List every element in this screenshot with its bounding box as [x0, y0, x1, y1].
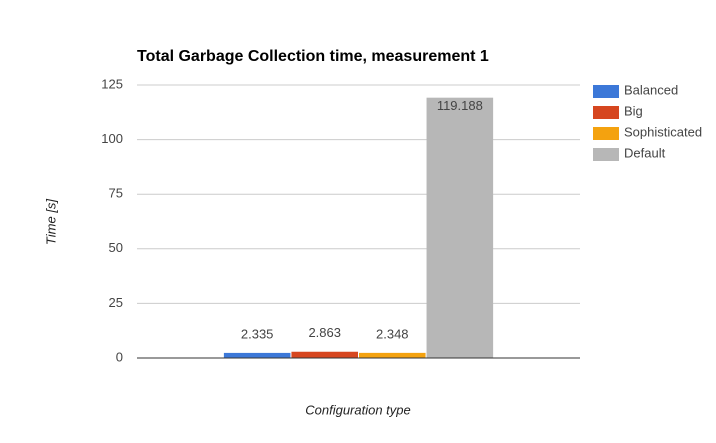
legend-label: Balanced — [624, 82, 678, 97]
y-tick-label: 100 — [101, 131, 123, 146]
y-tick-label: 75 — [109, 186, 123, 201]
legend-swatch — [593, 148, 619, 161]
bar — [291, 351, 358, 358]
y-tick-label: 50 — [109, 240, 123, 255]
data-label: 2.863 — [308, 325, 341, 340]
data-label: 2.335 — [241, 326, 274, 341]
bar — [359, 352, 426, 358]
bar — [223, 352, 291, 358]
y-tick-label: 125 — [101, 76, 123, 91]
legend-swatch — [593, 127, 619, 140]
chart-title: Total Garbage Collection time, measureme… — [137, 48, 489, 65]
x-axis-title: Configuration type — [305, 402, 411, 417]
legend-label: Default — [624, 145, 666, 160]
legend-swatch — [593, 106, 619, 119]
y-tick-label: 0 — [116, 349, 123, 364]
data-label: 119.188 — [437, 98, 483, 113]
bar — [426, 97, 494, 358]
legend-swatch — [593, 85, 619, 98]
data-label: 2.348 — [376, 326, 409, 341]
y-tick-label: 25 — [109, 295, 123, 310]
y-axis-title: Time [s] — [43, 199, 58, 245]
legend-label: Sophisticated — [624, 124, 702, 139]
legend-label: Big — [624, 103, 643, 118]
